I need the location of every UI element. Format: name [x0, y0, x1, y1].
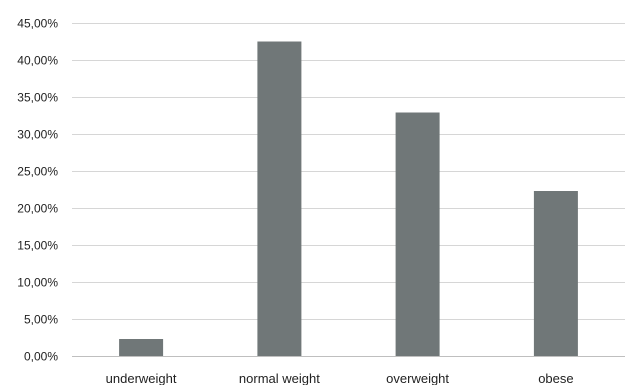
- y-tick-label: 30,00%: [17, 128, 58, 142]
- x-category-label: overweight: [386, 371, 449, 385]
- x-category-label: obese: [538, 371, 573, 385]
- bars: [119, 41, 578, 356]
- bar-underweight: [119, 339, 164, 356]
- y-tick-label: 5,00%: [24, 313, 58, 327]
- y-tick-label: 0,00%: [24, 350, 58, 364]
- y-tick-label: 40,00%: [17, 54, 58, 68]
- x-category-label: normal weight: [239, 371, 320, 385]
- y-tick-label: 15,00%: [17, 239, 58, 253]
- bar-overweight: [395, 112, 440, 356]
- x-category-label: underweight: [106, 371, 177, 385]
- bar-obese: [533, 191, 578, 356]
- bar-normal-weight: [257, 41, 302, 356]
- y-axis-tick-labels: 0,00% 5,00% 10,00% 15,00% 20,00% 25,00% 30,00%…: [17, 17, 58, 364]
- y-tick-label: 25,00%: [17, 165, 58, 179]
- y-tick-label: 35,00%: [17, 91, 58, 105]
- x-axis-category-labels: underweight normal weight overweight obese: [106, 371, 574, 385]
- y-tick-label: 45,00%: [17, 17, 58, 31]
- y-tick-label: 20,00%: [17, 202, 58, 216]
- gridlines: [72, 23, 625, 357]
- y-tick-label: 10,00%: [17, 276, 58, 290]
